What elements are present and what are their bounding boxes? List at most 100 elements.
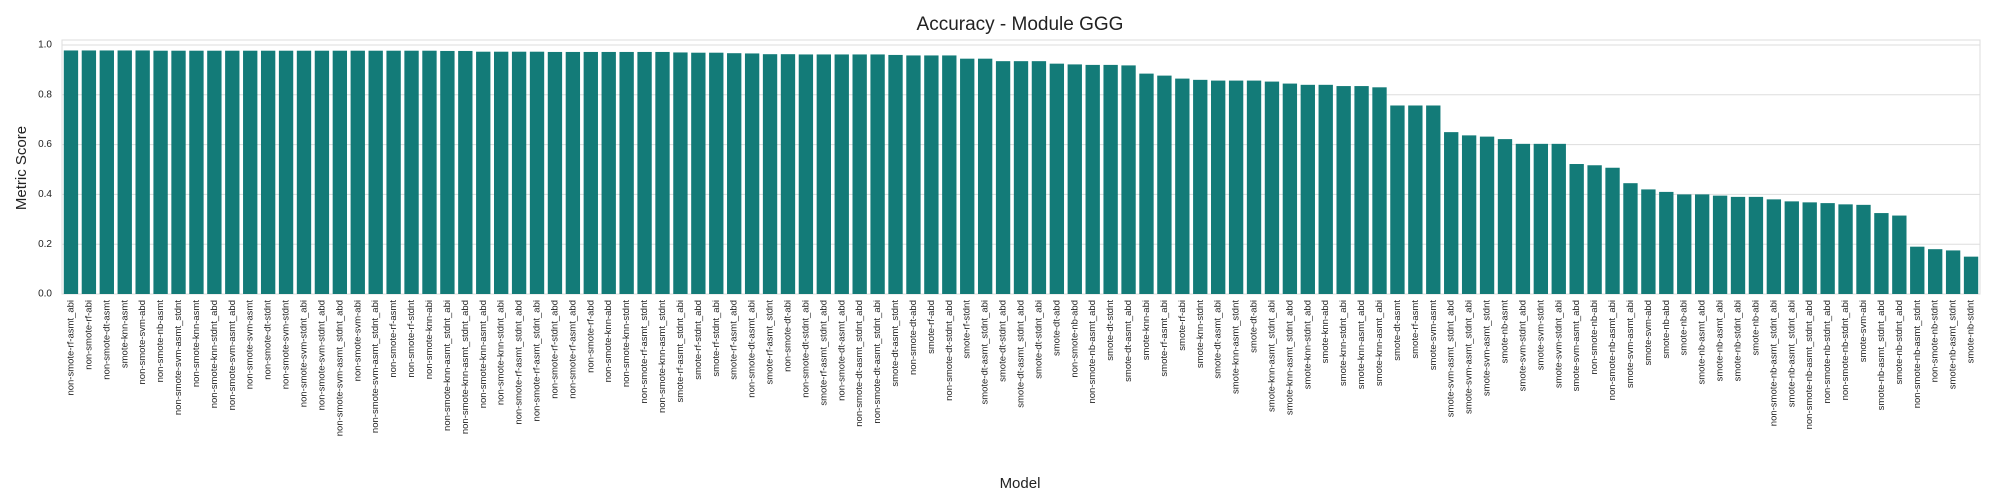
x-tick-label: smote-knn-asmt_abd xyxy=(1356,300,1367,389)
bar xyxy=(1049,63,1065,295)
x-tick-label: non-smote-nb-stdnt_abi xyxy=(1840,300,1851,400)
x-tick-label: smote-nb-asmt_stdnt_abi xyxy=(1786,300,1797,407)
x-tick-label: non-smote-svm-abi xyxy=(352,300,363,381)
x-tick-label: smote-dt-abi xyxy=(1249,300,1260,353)
bar xyxy=(1193,79,1208,294)
x-tick-label: smote-knn-stdnt_abd xyxy=(1302,300,1313,389)
x-tick-label: smote-nb-stdnt xyxy=(1966,300,1977,364)
x-tick-label: non-smote-dt-stdnt_abd xyxy=(944,300,955,401)
bar xyxy=(744,53,760,295)
bar xyxy=(368,50,383,295)
x-tick-label: non-smote-rf-asmt_abi xyxy=(65,300,76,396)
x-tick-label: smote-nb-abi xyxy=(1750,300,1761,355)
bar xyxy=(1587,165,1602,294)
x-tick-label: smote-rf-stdnt_abd xyxy=(693,300,704,380)
x-tick-label: non-smote-rf-abi xyxy=(83,300,94,370)
bar xyxy=(1461,135,1477,294)
bar xyxy=(1282,83,1298,294)
x-tick-label: non-smote-dt-stdnt xyxy=(263,300,274,380)
x-tick-label: smote-svm-asmt_stdnt xyxy=(1482,300,1493,396)
x-tick-label: smote-svm-abi xyxy=(1858,300,1869,362)
bar xyxy=(225,50,240,295)
x-tick-label: non-smote-rf-asmt_stdnt xyxy=(639,300,650,404)
bar xyxy=(691,52,706,295)
bar xyxy=(601,51,616,294)
bar xyxy=(1569,164,1584,294)
x-tick-label: smote-svm-asmt_stdnt_abi xyxy=(1464,300,1475,414)
x-tick-label: non-smote-nb-abi xyxy=(1589,300,1600,374)
bar xyxy=(1874,213,1889,294)
bar xyxy=(422,50,437,295)
bar xyxy=(1605,167,1620,294)
bar xyxy=(117,50,132,294)
x-tick-label: smote-rf-abi xyxy=(1177,300,1188,351)
x-tick-label: non-smote-rf-abd xyxy=(585,300,596,373)
x-tick-label: non-smote-knn-abi xyxy=(424,300,435,379)
bar xyxy=(1641,189,1656,294)
x-tick-label: smote-dt-asmt_abi xyxy=(1213,300,1224,379)
x-tick-label: smote-svm-asmt xyxy=(1428,300,1439,371)
bar xyxy=(1677,194,1692,294)
x-tick-label: smote-svm-stdnt_abd xyxy=(1517,300,1528,391)
bar xyxy=(798,54,814,294)
x-tick-label: smote-rf-abd xyxy=(926,300,937,354)
bar xyxy=(1408,105,1423,294)
bar xyxy=(547,51,563,294)
bar xyxy=(1694,194,1710,294)
x-tick-label: smote-dt-asmt_stdnt xyxy=(890,300,901,387)
x-tick-label: non-smote-rf-stdnt xyxy=(406,300,417,378)
bar xyxy=(1784,201,1799,294)
bar xyxy=(1013,61,1029,294)
x-tick-label: non-smote-knn-abd xyxy=(603,300,614,382)
x-tick-label: smote-rf-asmt xyxy=(1410,300,1421,359)
bar xyxy=(1264,81,1280,294)
x-tick-label: smote-rf-asmt_stdnt_abd xyxy=(818,300,829,406)
x-tick-label: non-smote-knn-stdnt_abd xyxy=(209,300,220,408)
x-tick-label: smote-knn-stdnt_abi xyxy=(1338,300,1349,386)
bar xyxy=(1031,61,1047,294)
bar xyxy=(153,50,168,295)
bar xyxy=(1659,191,1674,294)
x-tick-label: non-smote-svm-stdnt_abi xyxy=(299,300,310,407)
bar xyxy=(709,52,724,295)
x-tick-label: smote-knn-asmt_stdnt_abd xyxy=(1284,300,1295,415)
y-axis-label: Metric Score xyxy=(13,126,30,210)
bar xyxy=(1945,250,1961,294)
bar xyxy=(1748,196,1764,294)
x-tick-label: non-smote-dt-asmt_abi xyxy=(747,300,758,398)
bar xyxy=(1157,75,1172,294)
bar xyxy=(1390,105,1405,294)
x-tick-label: non-smote-nb-stdnt_abd xyxy=(1822,300,1833,404)
x-tick-label: non-smote-rf-asmt_stdnt_abi xyxy=(532,300,543,421)
x-tick-label: smote-nb-asmt xyxy=(1499,300,1510,364)
x-tick-label: non-smote-dt-stdnt_abi xyxy=(800,300,811,398)
bar xyxy=(762,54,778,294)
bar xyxy=(1479,136,1495,294)
x-tick-label: smote-knn-asmt xyxy=(119,300,130,368)
bar xyxy=(243,50,258,295)
bar xyxy=(1228,80,1244,294)
bar xyxy=(834,54,849,294)
x-tick-label: smote-nb-abi xyxy=(1679,300,1690,355)
bar xyxy=(440,50,455,294)
x-tick-label: smote-svm-stdnt_abi xyxy=(1553,300,1564,388)
x-tick-label: non-smote-dt-abd xyxy=(908,300,919,375)
bar xyxy=(655,51,670,294)
x-tick-label: smote-svm-abd xyxy=(1643,300,1654,365)
bar xyxy=(1712,195,1728,294)
x-tick-label: smote-dt-stdnt xyxy=(1105,300,1116,361)
bar xyxy=(1426,105,1441,294)
x-tick-label: smote-nb-stdnt_abd xyxy=(1894,300,1905,385)
x-tick-label: smote-dt-asmt_stdnt_abd xyxy=(1016,300,1027,408)
bar xyxy=(1963,256,1979,294)
x-tick-label: non-smote-nb-asmt_stdnt_abd xyxy=(1804,300,1815,429)
bar xyxy=(565,51,581,294)
bar xyxy=(476,51,491,295)
bar xyxy=(780,54,796,294)
bar xyxy=(977,58,993,295)
bar xyxy=(727,53,742,294)
x-tick-label: non-smote-knn-stdnt_abi xyxy=(496,300,507,405)
x-tick-label: smote-nb-asmt_stdnt xyxy=(1948,300,1959,390)
x-tick-label: smote-nb-stdnt_abi xyxy=(1733,300,1744,381)
bar xyxy=(1623,183,1638,294)
